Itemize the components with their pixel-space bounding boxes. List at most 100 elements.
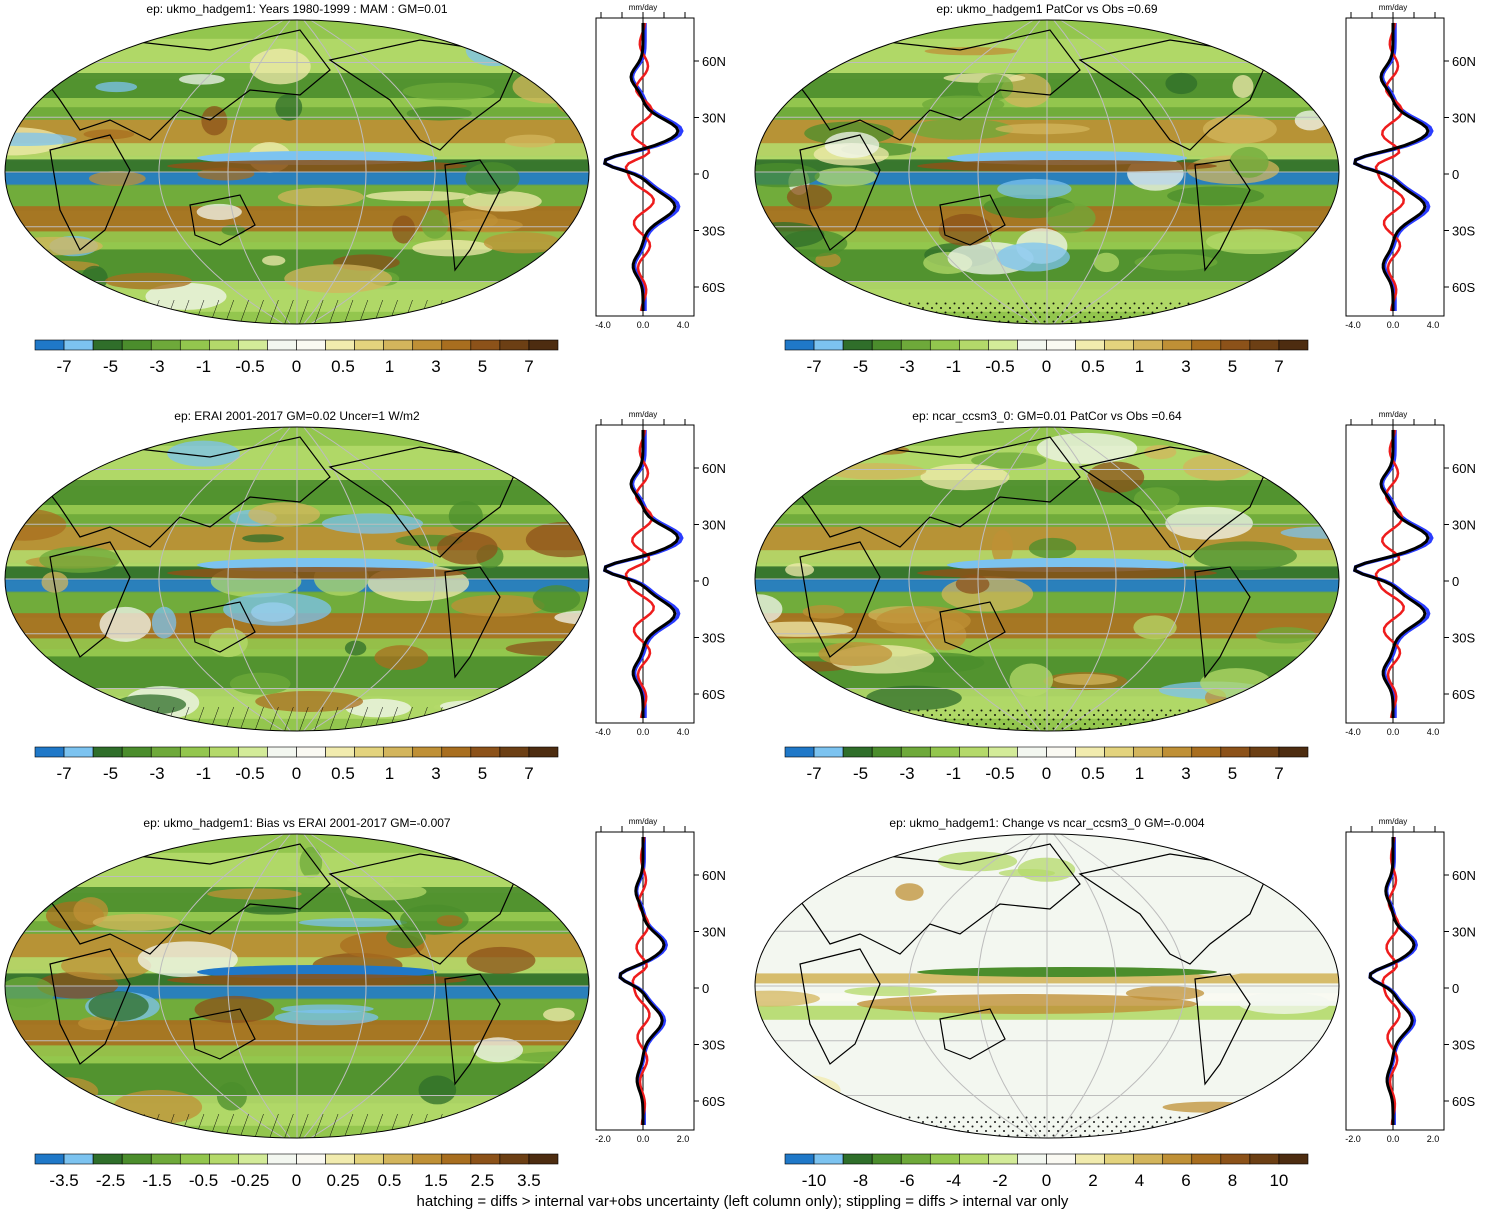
colorbar-swatch [871, 746, 902, 758]
colorbar-swatch [267, 339, 297, 351]
continent-outline [28, 29, 331, 141]
colorbar-swatch [296, 1153, 326, 1165]
colorbar-swatch [63, 339, 94, 351]
profile-unit: mm/day [1379, 3, 1407, 12]
colorbar-label: 0.5 [378, 1171, 402, 1190]
colorbar-label: 7 [524, 764, 533, 783]
figure-footer-note: hatching = diffs > internal var+obs unce… [416, 1193, 1069, 1210]
colorbar-swatch [383, 339, 414, 351]
colorbar-label: -4 [946, 1171, 961, 1190]
colorbar-swatch [267, 1153, 297, 1165]
colorbar-swatch [1017, 746, 1047, 758]
panel-p2: ep: ukmo_hadgem1 PatCor vs Obs =0.69 -7 -5… [754, 2, 1476, 376]
colorbar-label: 5 [1228, 357, 1237, 376]
colorbar-label: -2.5 [96, 1171, 125, 1190]
profile-lat-label: 30N [702, 925, 726, 940]
colorbar-label: -0.5 [189, 1171, 218, 1190]
colorbar-swatch [383, 746, 414, 758]
colorbar-swatch [784, 1153, 815, 1165]
colorbar-label: -3 [899, 764, 914, 783]
profile-x-tick-label: -2.0 [1345, 1134, 1361, 1144]
colorbar-swatch [209, 339, 239, 351]
colorbar-swatch [1046, 746, 1076, 758]
colorbar-label: -7 [56, 764, 71, 783]
profile-lat-label: 60S [1452, 280, 1475, 295]
colorbar-label: 1 [1135, 357, 1144, 376]
profile-diff-curve [618, 837, 666, 1125]
colorbar-label: -1.5 [142, 1171, 171, 1190]
map-outline [4, 426, 590, 732]
profile-lat-label: 0 [1452, 574, 1459, 589]
colorbar-swatch [354, 1153, 384, 1165]
colorbar-swatch [900, 1153, 931, 1165]
colorbar-swatch [1162, 1153, 1193, 1165]
profile-obs-curve [624, 429, 655, 719]
profile-x-tick-label: 4.0 [677, 727, 690, 737]
profile-x-tick-label: 0.0 [1387, 1134, 1400, 1144]
colorbar-label: 5 [478, 357, 487, 376]
map-field [5, 20, 589, 324]
continent-outline [444, 566, 501, 679]
colorbar-label: -8 [853, 1171, 868, 1190]
continent-outline [189, 601, 256, 653]
profile-obs-curve [1381, 836, 1401, 1126]
panel-p5: ep: ukmo_hadgem1: Bias vs ERAI 2001-2017… [4, 816, 726, 1190]
colorbar-swatch [842, 1153, 873, 1165]
profile-lat-label: 30S [1452, 1038, 1475, 1053]
colorbar-label: 0 [1042, 357, 1051, 376]
colorbar-label: 0 [292, 357, 301, 376]
profile-lat-label: 30S [1452, 631, 1475, 646]
profile-x-tick-label: -4.0 [1345, 320, 1361, 330]
colorbar-label: -6 [899, 1171, 914, 1190]
hatching-region [5, 300, 589, 324]
colorbar-label: 3.5 [517, 1171, 541, 1190]
colorbar-label: -5 [853, 357, 868, 376]
colorbar-label: 0 [292, 764, 301, 783]
colorbar-label: 1 [1135, 764, 1144, 783]
colorbar-swatch [121, 339, 152, 351]
colorbar-label: 0 [292, 1171, 301, 1190]
colorbar-label: 2.5 [471, 1171, 495, 1190]
continent-outline [799, 948, 881, 1065]
colorbar-swatch [296, 339, 326, 351]
colorbar-swatch [209, 1153, 239, 1165]
colorbar-swatch [813, 746, 844, 758]
colorbar-label: 0 [1042, 764, 1051, 783]
colorbar-label: 1 [385, 357, 394, 376]
colorbar-label: -1 [946, 357, 961, 376]
profile-lat-label: 30S [702, 631, 725, 646]
panel-title: ep: ncar_ccsm3_0: GM=0.01 PatCor vs Obs … [912, 409, 1182, 423]
profile-x-tick-label: 0.0 [1387, 320, 1400, 330]
zonal-profile: mm/day -2.0 0.0 2.0 60N 30N 0 30S 60S [595, 817, 726, 1144]
profile-diff-curve [1353, 430, 1430, 718]
colorbar-swatch [150, 746, 181, 758]
continent-outline [1078, 39, 1271, 151]
colorbar-label: -5 [103, 357, 118, 376]
colorbar-swatch [842, 746, 873, 758]
colorbar-label: -1 [196, 357, 211, 376]
continent-outline [28, 436, 331, 548]
colorbar-swatch [441, 746, 472, 758]
profile-x-tick-label: 2.0 [1427, 1134, 1440, 1144]
colorbar-swatch [871, 339, 902, 351]
continent-outline [49, 134, 131, 251]
colorbar-swatch [1075, 746, 1105, 758]
profile-obs-curve [624, 22, 655, 312]
colorbar-swatch [499, 1153, 530, 1165]
colorbar-swatch [1191, 1153, 1222, 1165]
colorbar-label: 6 [1181, 1171, 1190, 1190]
colorbar-swatch [1017, 1153, 1047, 1165]
colorbar-label: 8 [1228, 1171, 1237, 1190]
colorbar-swatch [1104, 1153, 1134, 1165]
colorbar-label: -5 [853, 764, 868, 783]
colorbar-label: 2 [1088, 1171, 1097, 1190]
profile-unit: mm/day [629, 410, 657, 419]
continent-outline [328, 853, 521, 965]
colorbar-label: -7 [806, 357, 821, 376]
continent-outline [799, 541, 881, 658]
colorbar-swatch [92, 339, 123, 351]
colorbar-swatch [784, 339, 815, 351]
continent-outline [328, 39, 521, 151]
profile-lat-label: 30S [702, 224, 725, 239]
profile-lat-label: 60S [1452, 1094, 1475, 1109]
